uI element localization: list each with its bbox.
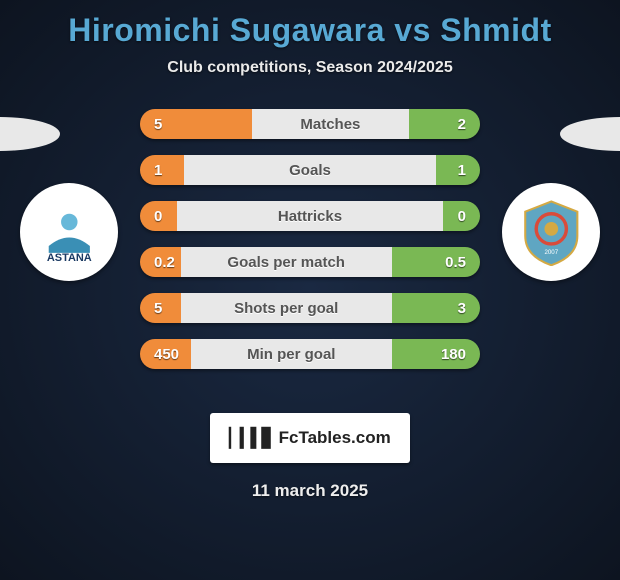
stat-left-value: 450 [140,339,191,369]
stat-left-value: 0 [140,201,177,231]
stat-right-value: 1 [436,155,480,185]
stat-bars: 5Matches21Goals10Hattricks00.2Goals per … [140,109,480,385]
stat-row-goals: 1Goals1 [140,155,480,185]
stat-right-value: 0.5 [392,247,480,277]
stat-left-value: 1 [140,155,184,185]
comparison-content: ASTANA 2007 5Matches21Goals10Hattricks00… [0,109,620,389]
stat-left-value: 0.2 [140,247,181,277]
stat-row-matches: 5Matches2 [140,109,480,139]
svg-text:ASTANA: ASTANA [47,252,92,264]
stat-label: Matches [252,109,408,139]
team-badge-right: 2007 [502,183,600,281]
svg-text:2007: 2007 [544,249,558,256]
stat-left-value: 5 [140,293,181,323]
astana-logo-icon: ASTANA [35,198,104,267]
signal-icon: ▏▎▍▋ [229,428,272,449]
stat-label: Goals [184,155,436,185]
page-title: Hiromichi Sugawara vs Shmidt [0,0,620,49]
stat-right-value: 0 [443,201,480,231]
stat-label: Hattricks [177,201,442,231]
stat-label: Min per goal [191,339,392,369]
stat-row-min-per-goal: 450Min per goal180 [140,339,480,369]
stat-right-value: 3 [392,293,480,323]
side-oval-left [0,117,60,151]
branding-box: ▏▎▍▋ FcTables.com [210,413,410,463]
stat-row-hattricks: 0Hattricks0 [140,201,480,231]
stat-label: Shots per goal [181,293,392,323]
stat-label: Goals per match [181,247,392,277]
side-oval-right [560,117,620,151]
stat-left-value: 5 [140,109,252,139]
stat-row-goals-per-match: 0.2Goals per match0.5 [140,247,480,277]
stat-right-value: 180 [392,339,480,369]
branding-text: FcTables.com [279,428,391,448]
team-badge-left: ASTANA [20,183,118,281]
stat-right-value: 2 [409,109,480,139]
page-subtitle: Club competitions, Season 2024/2025 [0,59,620,77]
date-text: 11 march 2025 [0,481,620,501]
shield-logo-icon: 2007 [517,198,586,267]
stat-row-shots-per-goal: 5Shots per goal3 [140,293,480,323]
